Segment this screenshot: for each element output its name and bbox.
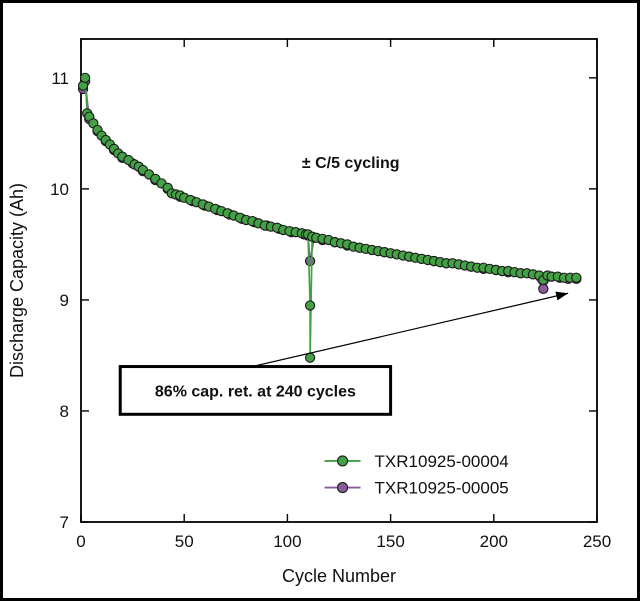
plot-border bbox=[80, 38, 598, 523]
data-point bbox=[79, 72, 91, 84]
y-tick-label: 8 bbox=[60, 402, 69, 421]
retention-annotation-box bbox=[118, 365, 393, 416]
legend-marker bbox=[337, 482, 349, 494]
data-point bbox=[304, 255, 316, 267]
annotation-arrow bbox=[252, 292, 569, 368]
capacity-fade-chart: 0 50 100 150 200 250 7 8 9 10 11 Cycle Number Discha… bbox=[7, 38, 611, 586]
x-tick-label: 150 bbox=[376, 532, 404, 551]
data-point bbox=[538, 283, 549, 294]
legend-marker bbox=[337, 455, 349, 467]
y-tick-label: 11 bbox=[51, 69, 69, 88]
cycling-annotation: ± C/5 cycling bbox=[302, 155, 400, 172]
x-tick-label: 50 bbox=[175, 532, 194, 551]
data-point bbox=[304, 300, 316, 311]
x-axis-label: Cycle Number bbox=[282, 566, 396, 586]
x-tick-label: 100 bbox=[273, 532, 301, 551]
legend-label: TXR10925-00005 bbox=[375, 479, 509, 498]
legend-label: TXR10925-00004 bbox=[375, 452, 509, 471]
y-axis-label: Discharge Capacity (Ah) bbox=[7, 183, 27, 378]
data-point bbox=[571, 272, 582, 283]
retention-annotation-text: 86% cap. ret. at 240 cycles bbox=[155, 383, 356, 400]
x-tick-label: 0 bbox=[76, 532, 85, 551]
x-tick-label: 200 bbox=[480, 532, 508, 551]
y-tick-label: 9 bbox=[60, 291, 69, 310]
annotation-arrowhead bbox=[555, 291, 569, 301]
y-tick-label: 7 bbox=[60, 513, 69, 532]
x-tick-label: 250 bbox=[583, 532, 611, 551]
y-tick-label: 10 bbox=[50, 180, 69, 199]
series-line-0 bbox=[82, 77, 577, 358]
